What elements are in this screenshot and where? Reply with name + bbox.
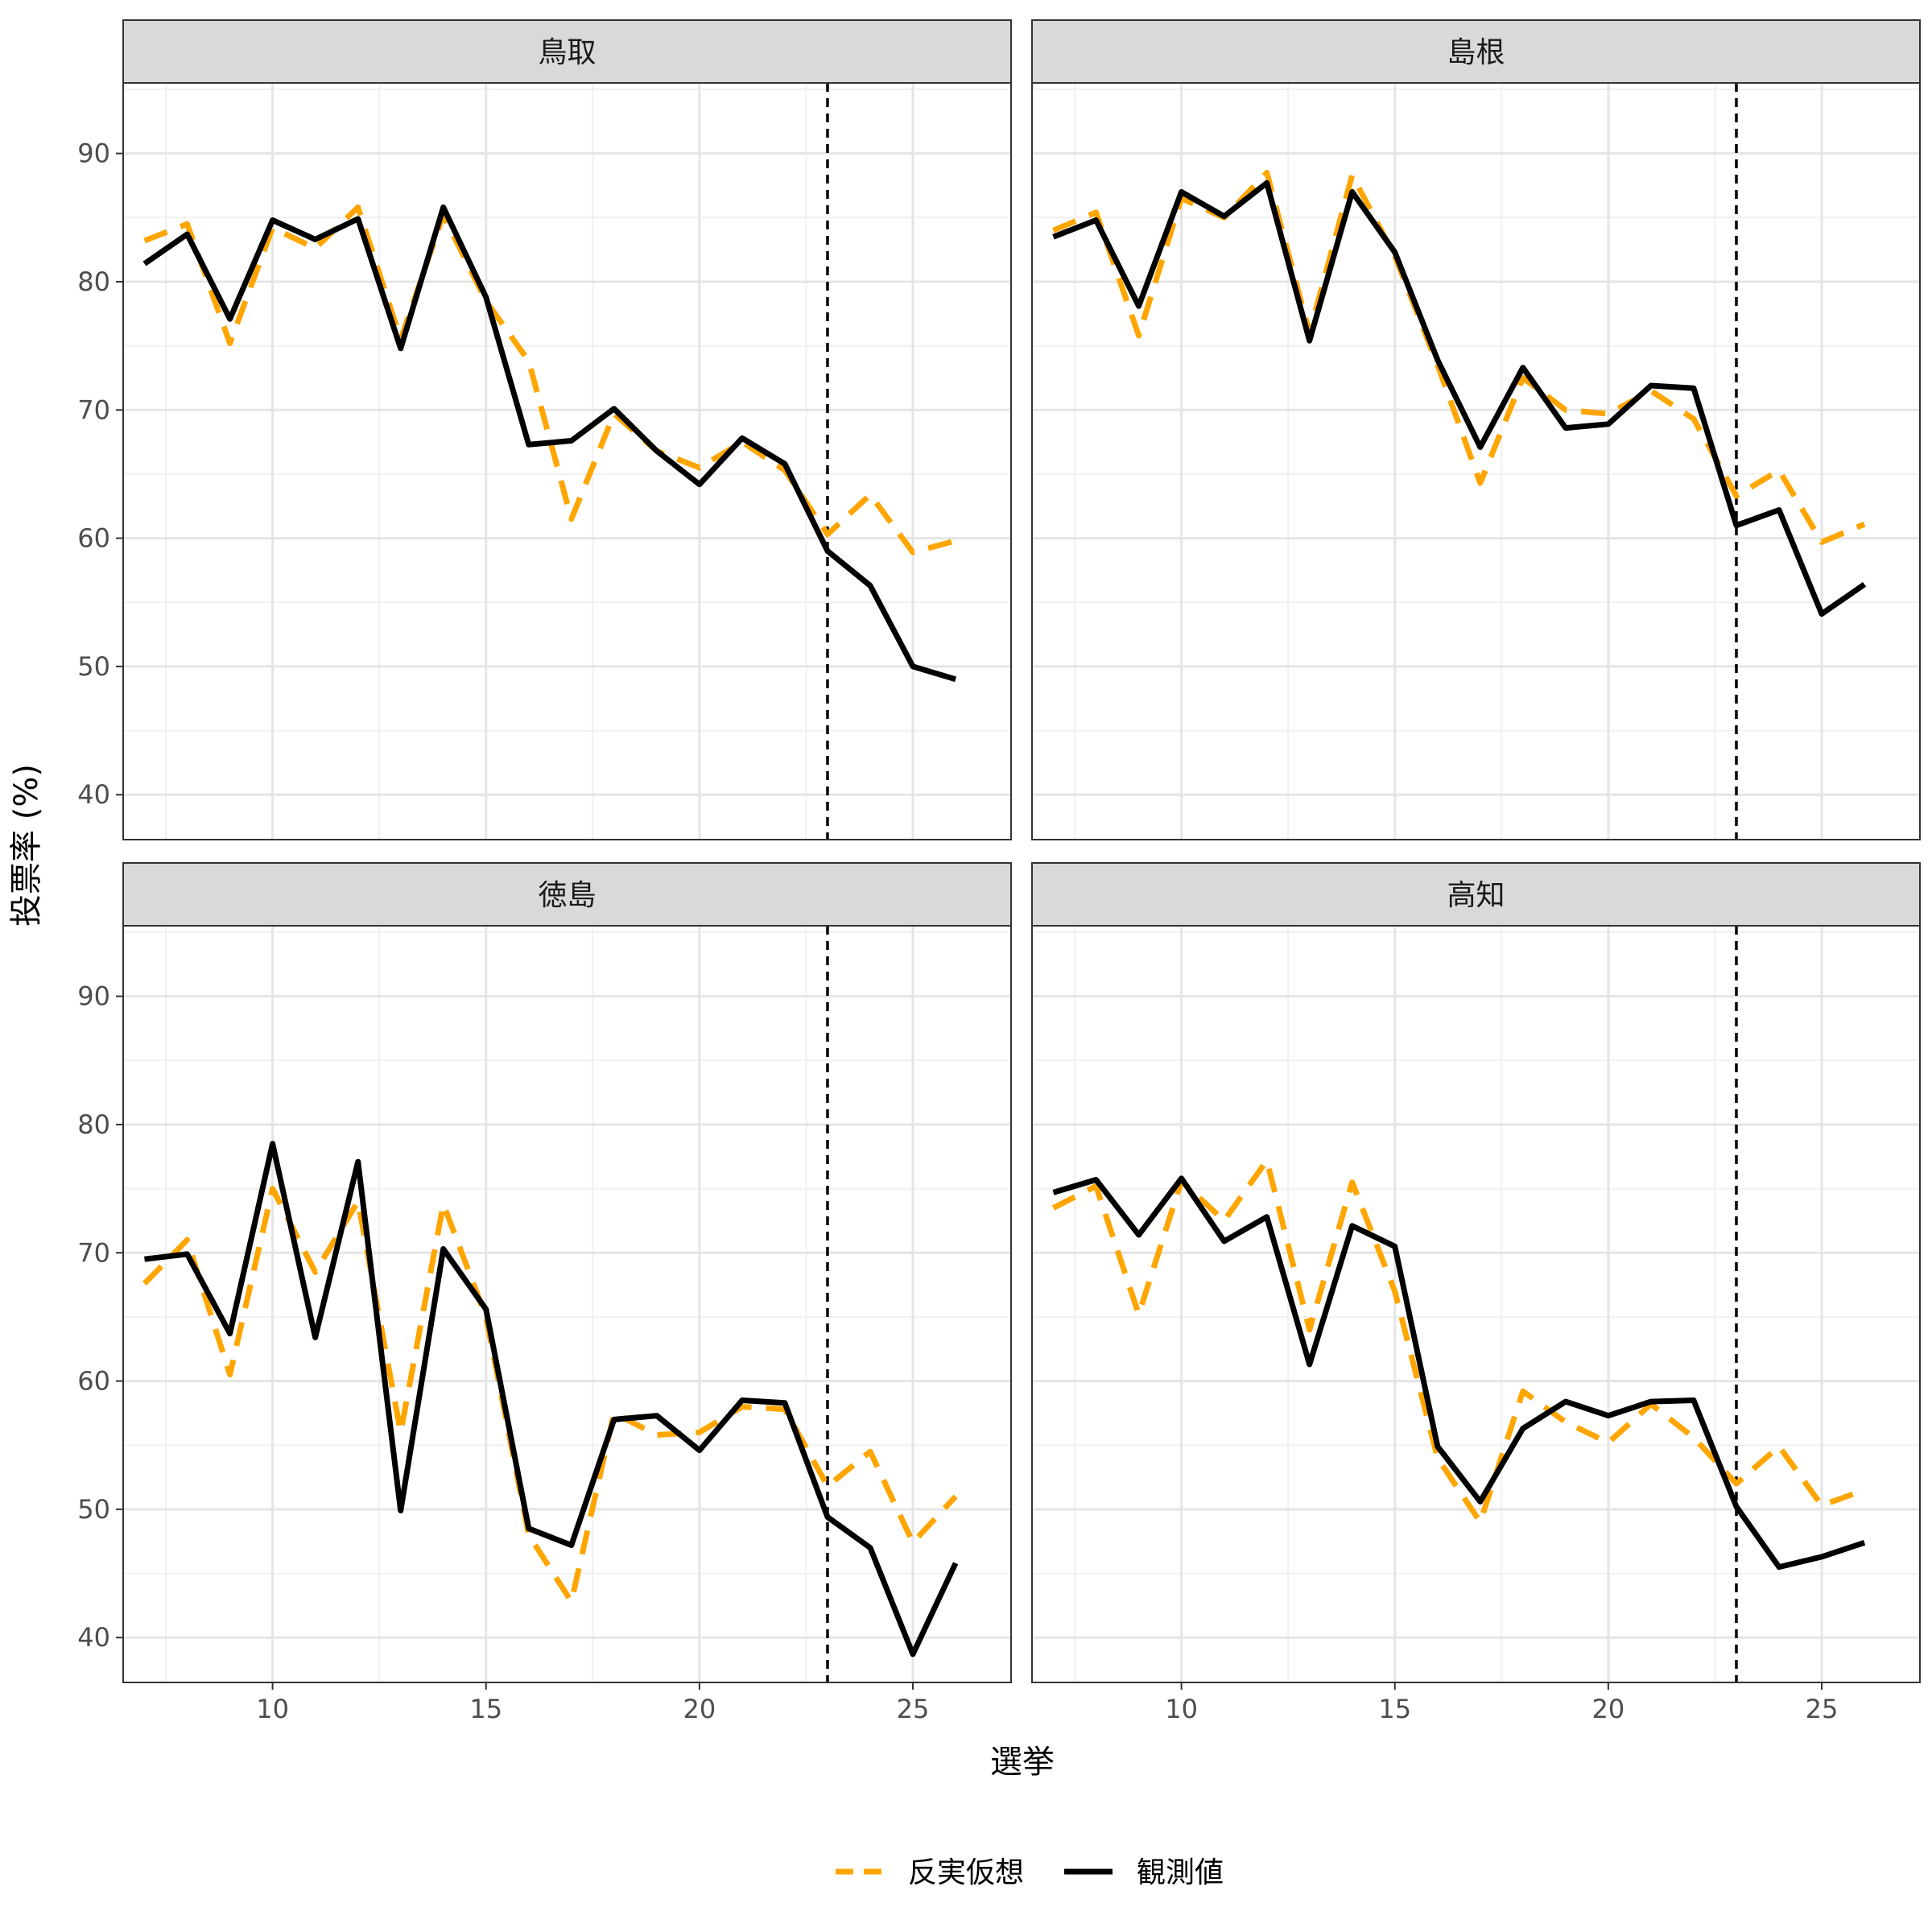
facet-strip-label: 島根 (1447, 36, 1505, 69)
x-tick-label: 25 (897, 1694, 930, 1724)
facet-panel: 島根 (1031, 19, 1921, 840)
legend: 反実仮想 観測値 (836, 1856, 1224, 1889)
y-axis-title: 投票率 (%) (8, 764, 45, 927)
facet-strip-label: 高知 (1447, 879, 1505, 912)
plot-area (123, 926, 1011, 1682)
facet-panel: 高知 10 15 20 25 (1031, 862, 1921, 1724)
y-tick-label: 60 (77, 523, 110, 554)
x-axis-title: 選挙 (990, 1744, 1055, 1781)
y-tick-label: 80 (77, 266, 110, 297)
y-tick-label: 40 (77, 779, 110, 810)
plot-area (123, 83, 1011, 840)
plot-area (1032, 926, 1920, 1682)
panel-border (122, 925, 1012, 1683)
plot-area (1032, 83, 1920, 840)
panel-border (1031, 925, 1921, 1683)
panel-border (1031, 82, 1921, 840)
y-tick-label: 90 (77, 138, 110, 169)
x-tick-label: 15 (1378, 1694, 1411, 1724)
y-tick-label: 40 (77, 1622, 110, 1653)
facet-strip (1031, 19, 1921, 84)
y-tick-label: 90 (77, 981, 110, 1012)
facet-strip (122, 19, 1012, 84)
x-tick-label: 25 (1806, 1694, 1839, 1724)
x-tick-label: 10 (256, 1694, 289, 1724)
series-line-counterfactual (142, 1186, 958, 1605)
y-tick-label: 70 (77, 1237, 110, 1268)
facet-strip-label: 鳥取 (538, 36, 596, 69)
y-tick-label: 60 (77, 1366, 110, 1397)
x-tick-label: 10 (1165, 1694, 1198, 1724)
series-line-observed (142, 204, 957, 683)
y-tick-label: 50 (77, 651, 110, 682)
x-tick-label: 20 (1592, 1694, 1625, 1724)
facet-strip-label: 徳島 (538, 879, 596, 912)
legend-label-counterfactual: 反実仮想 (908, 1856, 1024, 1889)
facet-panel: 徳島 40 50 60 70 80 90 10 15 20 25 (77, 862, 1012, 1724)
y-tick-label: 80 (77, 1109, 110, 1140)
series-line-observed (1052, 1175, 1866, 1571)
series-line-counterfactual (1052, 170, 1866, 545)
x-tick-label: 15 (469, 1694, 502, 1724)
panel-border (122, 82, 1012, 840)
y-tick-label: 50 (77, 1494, 110, 1525)
y-tick-label: 70 (77, 394, 110, 425)
x-tick-label: 20 (683, 1694, 716, 1724)
legend-label-observed: 観測値 (1137, 1856, 1224, 1889)
facet-strip (122, 862, 1012, 927)
facet-panel: 鳥取 40 50 60 70 80 90 (77, 19, 1012, 840)
series-line-observed (144, 1141, 959, 1657)
series-line-observed (1052, 180, 1867, 617)
